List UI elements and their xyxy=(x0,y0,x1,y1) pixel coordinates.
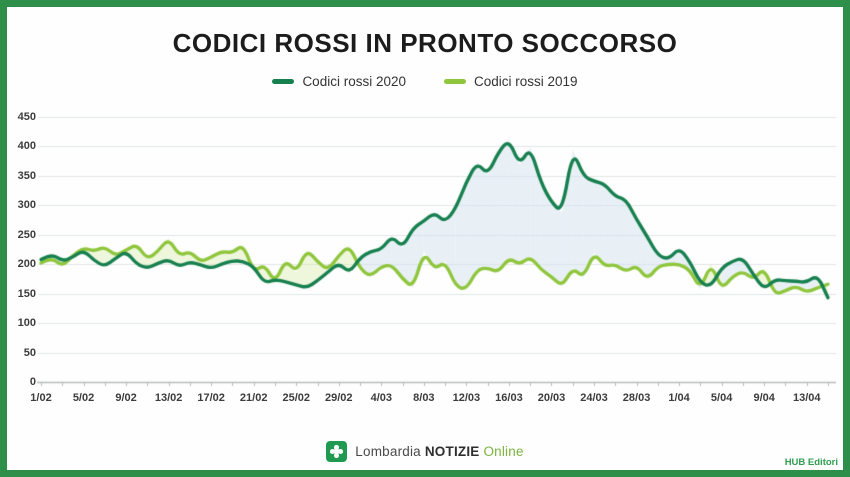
y-tick-label: 200 xyxy=(17,258,36,271)
x-tick-label: 1/04 xyxy=(668,392,690,404)
y-tick-label: 150 xyxy=(17,287,36,300)
x-tick-label: 20/03 xyxy=(537,392,566,404)
legend: Codici rossi 2020 Codici rossi 2019 xyxy=(0,74,850,89)
legend-label-2019: Codici rossi 2019 xyxy=(474,74,578,89)
brand-text: Lombardia NOTIZIE Online xyxy=(355,444,523,459)
y-tick-label: 0 xyxy=(29,376,36,388)
x-tick-label: 12/03 xyxy=(452,392,481,404)
line-chart: 0 50 100 150 200 250 300 350 400 450 1/02 5/02 9/02… xyxy=(0,95,850,405)
y-tick-label: 300 xyxy=(17,199,36,212)
x-tick-label: 17/02 xyxy=(197,392,225,404)
x-tick-label: 9/02 xyxy=(115,392,137,404)
x-tick-label: 5/04 xyxy=(710,392,733,404)
brand-notizie: NOTIZIE xyxy=(424,444,480,459)
chart-title: CODICI ROSSI IN PRONTO SOCCORSO xyxy=(172,28,678,58)
chart-canvas xyxy=(0,95,850,405)
x-tick-label: 8/03 xyxy=(413,392,435,404)
x-tick-label: 1/02 xyxy=(30,392,52,404)
y-tick-label: 350 xyxy=(17,169,36,182)
x-tick-label: 5/02 xyxy=(72,392,95,404)
y-tick-label: 50 xyxy=(23,346,36,359)
x-tick-label: 24/03 xyxy=(580,392,608,404)
legend-swatch-2020-icon xyxy=(272,79,295,84)
x-tick-label: 25/02 xyxy=(282,392,310,404)
legend-label-2020: Codici rossi 2020 xyxy=(302,74,406,89)
publisher-credit: HUB Editori xyxy=(784,457,838,468)
legend-item-2020: Codici rossi 2020 xyxy=(272,74,406,89)
footer-brand: Lombardia NOTIZIE Online xyxy=(0,441,850,462)
x-tick-label: 9/04 xyxy=(753,392,775,404)
x-tick-label: 21/02 xyxy=(239,392,268,404)
x-tick-label: 16/03 xyxy=(495,392,523,404)
brand-online: Online xyxy=(483,444,524,459)
legend-item-2019: Codici rossi 2019 xyxy=(444,74,578,89)
y-tick-label: 250 xyxy=(17,228,36,241)
x-tick-label: 29/02 xyxy=(325,392,353,404)
x-tick-label: 13/04 xyxy=(792,392,821,404)
x-tick-label: 4/03 xyxy=(370,392,393,404)
legend-swatch-2019-icon xyxy=(444,79,466,84)
y-tick-label: 450 xyxy=(17,111,36,123)
brand-lombardia: Lombardia xyxy=(355,444,421,459)
lombardia-rosa-camuna-icon xyxy=(326,441,348,462)
y-tick-label: 100 xyxy=(17,317,36,330)
x-tick-label: 13/02 xyxy=(154,392,183,404)
y-tick-label: 400 xyxy=(17,140,36,153)
x-tick-label: 28/03 xyxy=(622,392,651,404)
